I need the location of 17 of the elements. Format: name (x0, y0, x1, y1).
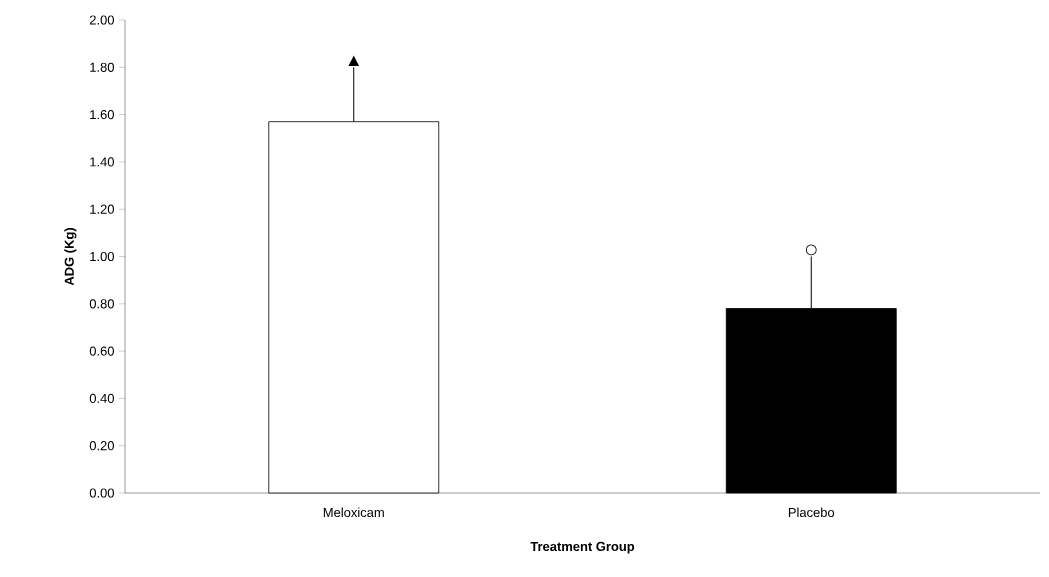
x-tick-label: Meloxicam (323, 507, 384, 518)
y-tick-label: 0.40 (89, 393, 114, 403)
y-axis-title: ADG (Kg) (64, 228, 77, 286)
y-tick-label: 1.80 (90, 62, 114, 72)
y-tick-label: 2.00 (89, 15, 114, 25)
y-tick-label: 0.00 (89, 488, 114, 498)
y-tick-label: 1.60 (90, 110, 114, 120)
annotation: ▲ (348, 55, 360, 67)
y-tick-label: 1.00 (90, 251, 114, 262)
x-axis-title: Treatment Group (530, 541, 635, 554)
x-tick-label: Placebo (788, 507, 835, 518)
y-tick-label: 1.20 (90, 204, 114, 214)
y-tick-label: 0.20 (89, 441, 114, 451)
y-tick-label: 0.60 (89, 346, 114, 356)
y-tick-label: 0.80 (89, 299, 114, 309)
annotation: ○ (805, 244, 817, 256)
y-tick-label: 1.40 (90, 157, 114, 167)
